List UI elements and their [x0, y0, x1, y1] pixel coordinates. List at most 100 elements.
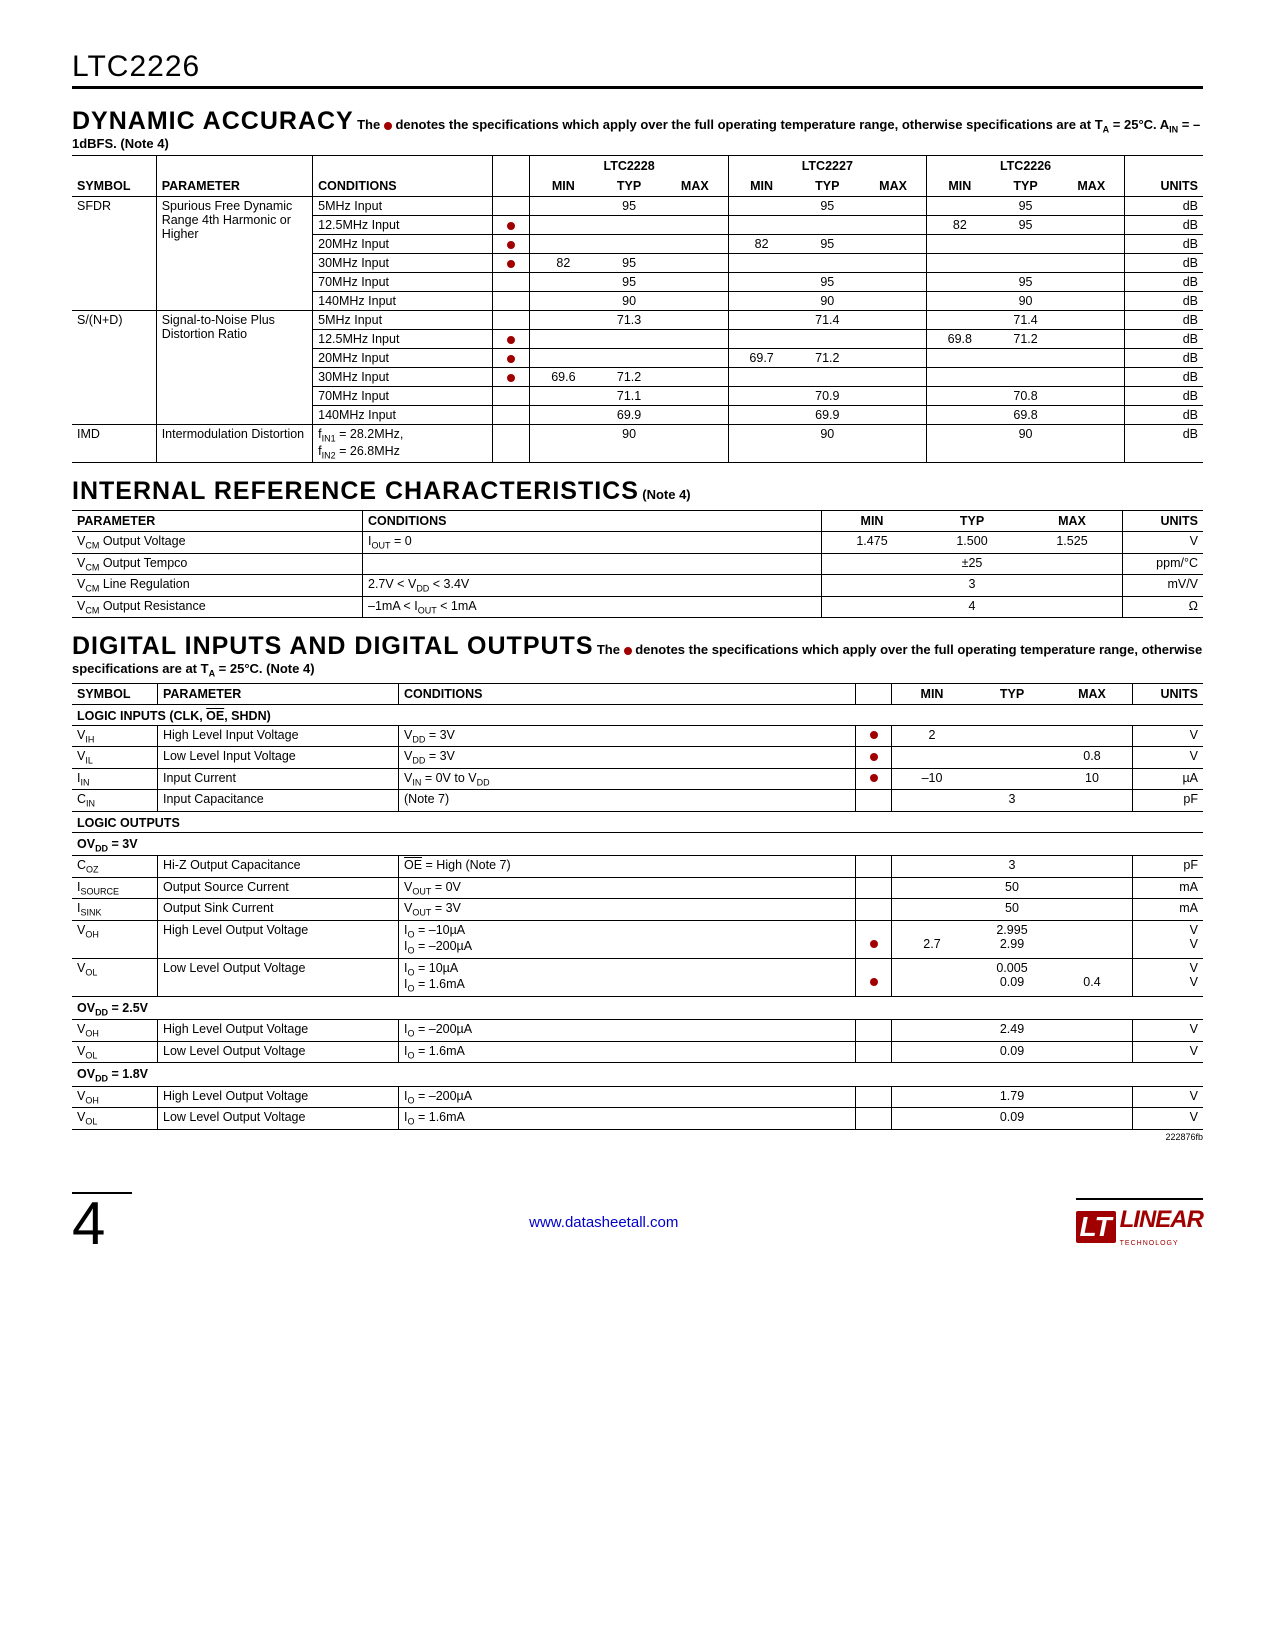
table-row: VIHHigh Level Input VoltageVDD = 3V2V [72, 725, 1203, 747]
cell-units: V [1133, 747, 1204, 769]
col-ltc2228: LTC2228 [530, 156, 728, 177]
cell-typ: 50 [972, 877, 1052, 899]
cell-max [860, 311, 926, 330]
section-title: DIGITAL INPUTS AND DIGITAL OUTPUTS [72, 632, 594, 660]
cell-max [1052, 1108, 1133, 1130]
table-row: ISOURCEOutput Source CurrentVOUT = 0V50m… [72, 877, 1203, 899]
cell-parameter: VCM Line Regulation [72, 575, 363, 597]
cell-conditions: VOUT = 3V [399, 899, 856, 921]
cell-units: V [1133, 725, 1204, 747]
cell-units: V [1133, 1086, 1204, 1108]
cell-conditions: 12.5MHz Input [313, 330, 493, 349]
cell-conditions: 70MHz Input [313, 387, 493, 406]
cell-units: VV [1133, 958, 1204, 996]
cell-min [530, 197, 596, 216]
cell-conditions: IO = –10µAIO = –200µA [399, 920, 856, 958]
cell-typ [993, 368, 1059, 387]
cell-min [892, 856, 973, 878]
cell-min [728, 254, 794, 273]
cell-conditions: VIN = 0V to VDD [399, 768, 856, 790]
cell-dot [856, 899, 892, 921]
cell-dot [856, 725, 892, 747]
cell-parameter: Input Capacitance [158, 790, 399, 812]
cell-min [926, 197, 992, 216]
cell-max [1058, 273, 1124, 292]
cell-typ: 71.2 [993, 330, 1059, 349]
cell-typ: 4 [922, 596, 1022, 618]
subsection-title: OVDD = 3V [72, 832, 1203, 856]
cell-units: dB [1125, 368, 1203, 387]
cell-typ: 1.79 [972, 1086, 1052, 1108]
cell-dot [856, 1086, 892, 1108]
cell-typ: 90 [794, 425, 860, 463]
cell-dot [493, 387, 530, 406]
cell-min [892, 747, 973, 769]
table-row: IMDIntermodulation DistortionfIN1 = 28.2… [72, 425, 1203, 463]
table-row: CINInput Capacitance(Note 7)3pF [72, 790, 1203, 812]
cell-parameter: Spurious Free Dynamic Range 4th Harmonic… [156, 197, 312, 311]
cell-max [1052, 920, 1133, 958]
cell-max [860, 406, 926, 425]
cell-typ: 95 [596, 273, 662, 292]
cell-dot [493, 292, 530, 311]
cell-units: mA [1133, 877, 1204, 899]
cell-min [530, 292, 596, 311]
cell-max [1058, 235, 1124, 254]
cell-conditions: IO = 10µAIO = 1.6mA [399, 958, 856, 996]
logo-sub: TECHNOLOGY [1120, 1240, 1179, 1247]
cell-max [1058, 368, 1124, 387]
cell-conditions: 30MHz Input [313, 368, 493, 387]
cell-dot [856, 877, 892, 899]
bullet-icon [384, 122, 392, 130]
cell-typ: 3 [972, 790, 1052, 812]
cell-units: V [1133, 1108, 1204, 1130]
cell-conditions: IO = 1.6mA [399, 1108, 856, 1130]
cell-typ: 1.500 [922, 532, 1022, 554]
cell-max: 1.525 [1022, 532, 1123, 554]
dynamic-accuracy-header: DYNAMIC ACCURACY The denotes the specifi… [72, 107, 1203, 151]
footer-link[interactable]: www.datasheetall.com [529, 1214, 678, 1231]
cell-parameter: Low Level Output Voltage [158, 1041, 399, 1063]
cell-min [892, 958, 973, 996]
cell-typ: 71.1 [596, 387, 662, 406]
cell-max [662, 273, 728, 292]
cell-typ: 69.9 [794, 406, 860, 425]
cell-min: –10 [892, 768, 973, 790]
table-row: VCM Output Resistance–1mA < IOUT < 1mA4Ω [72, 596, 1203, 618]
cell-conditions: VOUT = 0V [399, 877, 856, 899]
cell-symbol: VOL [72, 1041, 158, 1063]
cell-max [662, 216, 728, 235]
cell-dot [493, 273, 530, 292]
cell-units: dB [1125, 292, 1203, 311]
cell-min [728, 197, 794, 216]
cell-max [1022, 553, 1123, 575]
col-conditions: CONDITIONS [313, 156, 493, 197]
cell-min [728, 425, 794, 463]
cell-min [530, 387, 596, 406]
col-units: UNITS [1125, 156, 1203, 197]
cell-parameter: Low Level Input Voltage [158, 747, 399, 769]
cell-typ: 2.49 [972, 1020, 1052, 1042]
cell-typ: 71.4 [794, 311, 860, 330]
page-number: 4 [72, 1192, 132, 1254]
cell-max [662, 349, 728, 368]
cell-min [530, 273, 596, 292]
cell-dot [493, 330, 530, 349]
cell-parameter: High Level Output Voltage [158, 1020, 399, 1042]
section-note: (Note 4) [642, 487, 690, 502]
cell-typ: 90 [794, 292, 860, 311]
cell-min [926, 311, 992, 330]
cell-min [530, 406, 596, 425]
cell-parameter: Hi-Z Output Capacitance [158, 856, 399, 878]
table-row: VILLow Level Input VoltageVDD = 3V0.8V [72, 747, 1203, 769]
cell-symbol: VOL [72, 958, 158, 996]
cell-max [662, 292, 728, 311]
cell-parameter: Input Current [158, 768, 399, 790]
cell-symbol: IMD [72, 425, 156, 463]
cell-max [1052, 877, 1133, 899]
subsection-title: OVDD = 2.5V [72, 996, 1203, 1020]
cell-min [926, 406, 992, 425]
cell-max [1058, 425, 1124, 463]
cell-parameter: VCM Output Resistance [72, 596, 363, 618]
cell-conditions: OE = High (Note 7) [399, 856, 856, 878]
